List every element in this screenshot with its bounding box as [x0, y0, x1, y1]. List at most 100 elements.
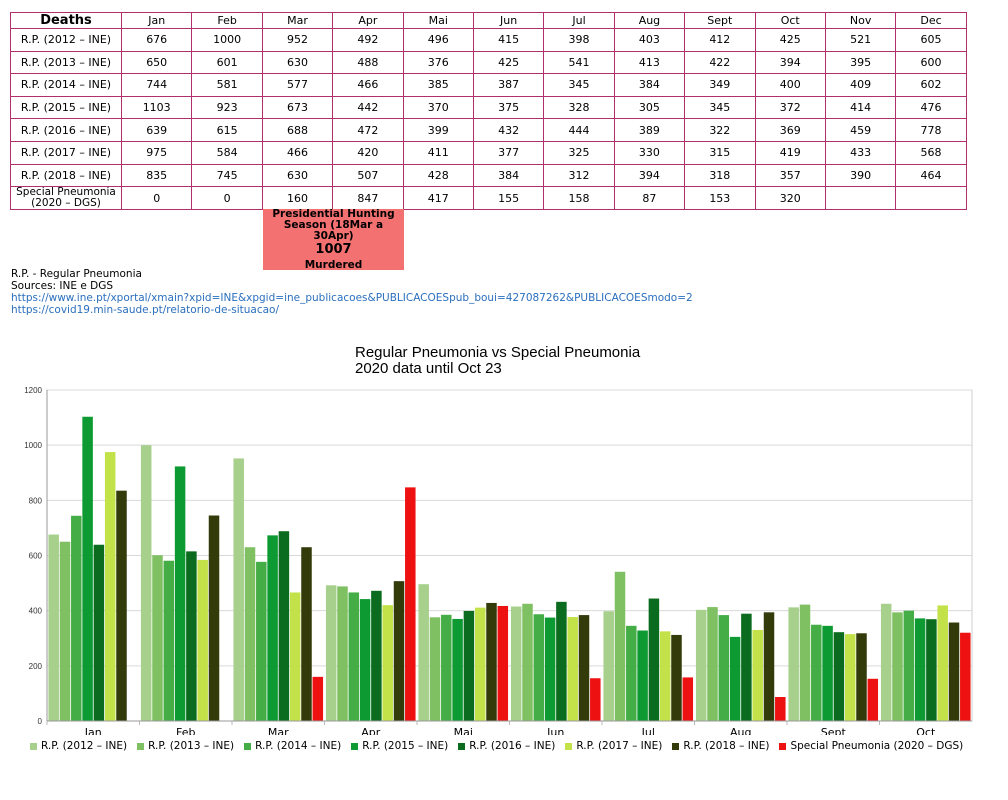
row-label: R.P. (2016 – INE) [10, 118, 122, 142]
table-cell: 384 [613, 73, 686, 97]
bar [637, 630, 648, 721]
table-cell: 975 [120, 140, 193, 165]
bar [567, 617, 578, 721]
table-cell: 459 [824, 118, 897, 142]
bar [880, 603, 892, 721]
bar [393, 581, 405, 721]
legend-item: R.P. (2018 – INE) [672, 740, 769, 752]
bar [926, 619, 937, 721]
x-tick-label: Feb [176, 726, 195, 735]
row-label: R.P. (2014 – INE) [10, 73, 122, 97]
table-cell: 322 [684, 118, 756, 142]
legend-swatch [565, 742, 573, 750]
table-cell: 688 [261, 118, 334, 142]
bar-chart: 0 200 400 600 800 1000 1200 Jan Feb Mar Apr Mai Jun J… [24, 386, 973, 735]
bar [752, 629, 763, 721]
table-cell: 584 [191, 140, 263, 165]
table-cell: 385 [402, 73, 474, 97]
table-cell: 384 [472, 163, 545, 188]
bar [822, 625, 833, 721]
dgs-source-link[interactable]: https://covid19.min-saude.pt/relatorio-d… [11, 304, 280, 316]
table-cell: 389 [613, 118, 686, 142]
table-cell: 472 [332, 118, 404, 142]
bar [695, 609, 707, 721]
month-header: Jun [472, 12, 545, 29]
table-cell: 673 [261, 95, 334, 120]
bar [174, 466, 186, 721]
bar [533, 614, 545, 721]
y-tick-label: 200 [29, 662, 43, 671]
bar [903, 610, 915, 721]
table-cell: 442 [332, 95, 404, 120]
y-tick-label: 1000 [24, 441, 42, 450]
table-cell: 492 [332, 28, 404, 52]
bar [682, 677, 694, 721]
legend-label: R.P. (2018 – INE) [683, 740, 770, 752]
table-cell: 466 [332, 73, 404, 97]
x-tick-label: Sept [821, 726, 847, 735]
table-cell: 318 [684, 163, 756, 188]
bar [418, 584, 429, 721]
x-tick-label: Oct [916, 726, 936, 735]
table-cell: 496 [402, 28, 474, 52]
table-cell: 372 [754, 95, 826, 120]
table-cell: 312 [543, 163, 615, 188]
row-label: R.P. (2012 – INE) [10, 28, 122, 52]
bar [892, 612, 903, 721]
bar [104, 452, 116, 721]
presidential-season-annotation: Presidential Hunting Season (18Mar a 30A… [263, 209, 404, 271]
chart-legend: R.P. (2012 – INE) R.P. (2013 – INE) R.P. (… [30, 740, 973, 752]
legend-item: R.P. (2015 – INE) [351, 740, 448, 752]
table-cell: 377 [472, 140, 545, 165]
legend-swatch [351, 742, 359, 750]
bar [256, 561, 267, 721]
bar [197, 559, 208, 721]
table-cell: 403 [613, 28, 686, 52]
month-header: Sept [684, 12, 756, 29]
table-corner-label: Deaths [10, 12, 122, 29]
table-cell: 153 [684, 186, 756, 211]
table-cell: 349 [684, 73, 756, 97]
bar [359, 599, 371, 721]
y-tick-label: 800 [29, 496, 43, 505]
table-cell: 395 [824, 50, 897, 75]
table-cell: 87 [613, 186, 686, 211]
legend-label: R.P. (2016 – INE) [469, 740, 556, 752]
y-tick-label: 0 [38, 717, 43, 726]
bar [312, 676, 324, 721]
legend-label: R.P. (2015 – INE) [362, 740, 449, 752]
ine-source-link[interactable]: https://www.ine.pt/xportal/xmain?xpid=IN… [11, 292, 693, 304]
bar [867, 678, 879, 721]
annotation-number: 1007 [315, 242, 352, 257]
bar [337, 586, 348, 721]
bar [48, 534, 59, 721]
bar [140, 445, 152, 721]
bar [948, 622, 960, 721]
table-row: R.P. (2012 – INE) 676 1000 952 492 496 415 398 4… [10, 28, 967, 52]
bar [371, 590, 382, 721]
bar [163, 560, 175, 721]
bar [741, 613, 752, 721]
y-tick-label: 400 [29, 607, 43, 616]
table-cell: 425 [472, 50, 545, 75]
table-row: R.P. (2015 – INE) 1103 923 673 442 370 375 328 3… [10, 95, 967, 120]
table-cell: 398 [543, 28, 615, 52]
table-cell: 409 [824, 73, 897, 97]
legend-swatch [137, 742, 145, 750]
bar [788, 607, 799, 721]
legend-label: R.P. (2013 – INE) [148, 740, 235, 752]
bar [544, 617, 556, 721]
table-cell: 601 [191, 50, 263, 75]
x-tick-label: Mar [268, 726, 289, 735]
x-tick-label: Mai [454, 726, 473, 735]
table-row: R.P. (2014 – INE) 744 581 577 466 385 387 345 38… [10, 73, 967, 97]
bar [71, 515, 82, 721]
annotation-word: Murdered [304, 259, 363, 271]
table-cell: 370 [402, 95, 474, 120]
table-cell: 325 [543, 140, 615, 165]
bar [474, 607, 486, 721]
table-cell: 387 [472, 73, 545, 97]
month-header: Jan [120, 12, 193, 29]
table-row: R.P. (2018 – INE) 835 745 630 507 428 384 312 39… [10, 163, 967, 188]
bar [348, 592, 360, 721]
